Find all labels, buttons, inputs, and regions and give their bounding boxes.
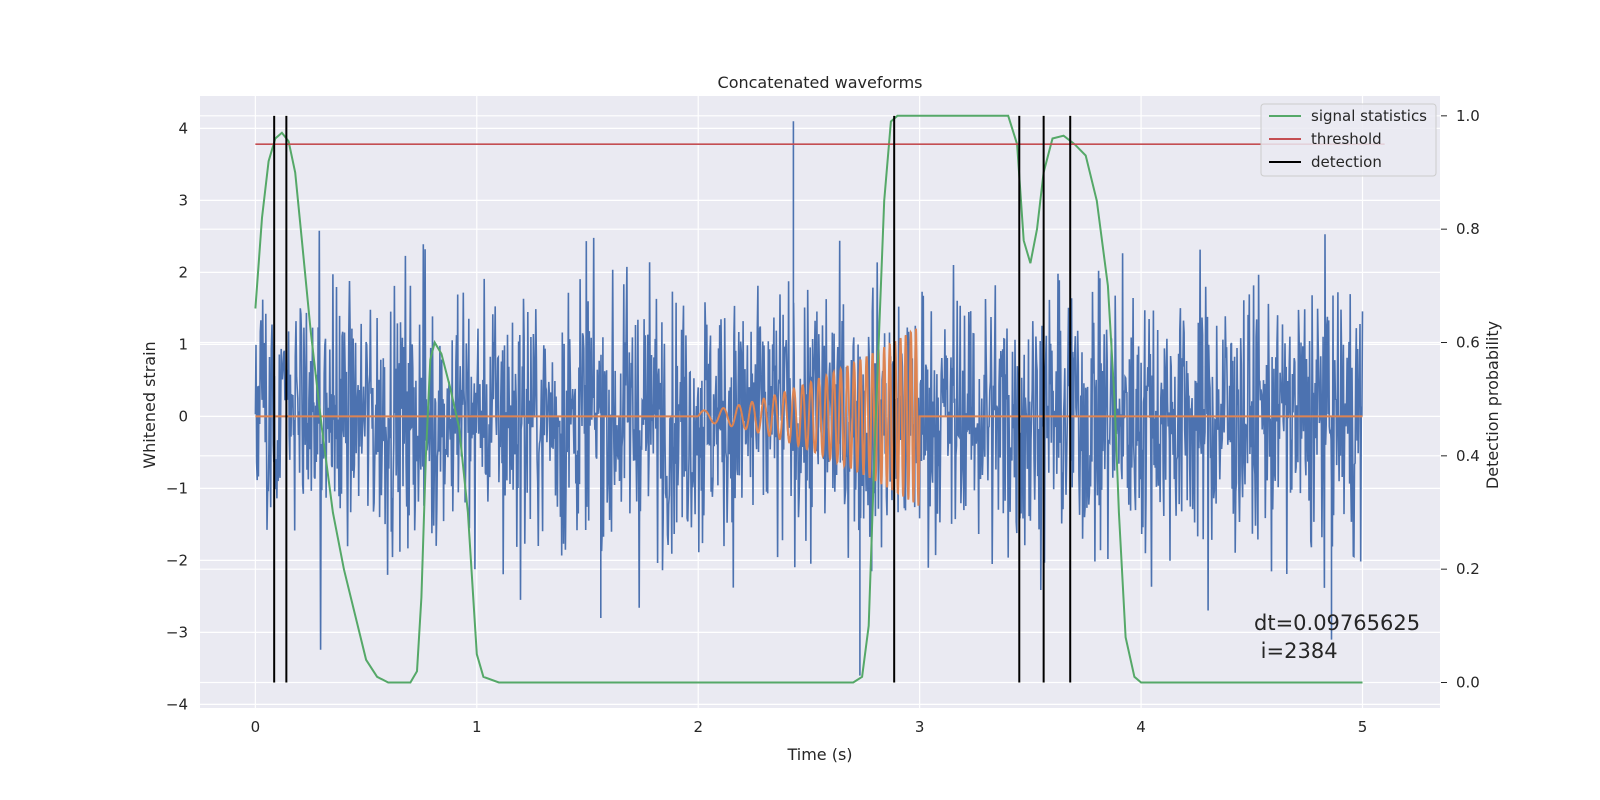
y-tick-label: −3: [166, 623, 188, 641]
y-tick-label: 1: [178, 335, 188, 353]
legend-label-signal: signal statistics: [1311, 107, 1427, 125]
x-tick-label: 0: [251, 718, 261, 736]
x-tick-label: 4: [1136, 718, 1146, 736]
y-axis-right: 0.0 0.2 0.4 0.6 0.8 1.0: [1441, 107, 1480, 692]
y2-axis-label: Detection probability: [1483, 321, 1502, 489]
x-tick-label: 2: [693, 718, 703, 736]
x-tick-label: 1: [472, 718, 482, 736]
series-layer: [254, 114, 1385, 684]
y2-tick-label: 0.4: [1456, 447, 1480, 465]
x-tick-label: 3: [915, 718, 925, 736]
y-tick-label: 3: [178, 191, 188, 209]
x-axis: 0 1 2 3 4 5: [251, 718, 1368, 736]
y-tick-label: 2: [178, 263, 188, 281]
y-tick-label: −4: [166, 695, 188, 713]
y2-tick-label: 0.6: [1456, 334, 1480, 352]
chart-title: Concatenated waveforms: [718, 73, 923, 92]
y-axis-label: Whitened strain: [140, 341, 159, 468]
annotation-dt: dt=0.09765625: [1254, 611, 1420, 635]
y-tick-label: −1: [166, 479, 188, 497]
y2-tick-label: 0.8: [1456, 220, 1480, 238]
y2-tick-label: 0.2: [1456, 560, 1480, 578]
y-tick-label: 0: [178, 407, 188, 425]
y2-tick-label: 1.0: [1456, 107, 1480, 125]
y-tick-label: 4: [178, 119, 188, 137]
annotation-index: i=2384: [1254, 639, 1338, 663]
legend-box: [1260, 103, 1437, 177]
legend-label-threshold: threshold: [1311, 130, 1382, 148]
y2-tick-label: 0.0: [1456, 674, 1480, 692]
waveform-series-line: [255, 328, 1363, 506]
x-tick-label: 5: [1358, 718, 1368, 736]
legend-label-detection: detection: [1311, 153, 1382, 171]
y-tick-label: −2: [166, 551, 188, 569]
legend: signal statistics threshold detection: [1260, 103, 1437, 177]
signal-statistics-line: [254, 114, 1363, 684]
y-axis-left: −4 −3 −2 −1 0 1 2 3 4: [166, 119, 188, 713]
x-axis-label: Time (s): [786, 745, 852, 764]
